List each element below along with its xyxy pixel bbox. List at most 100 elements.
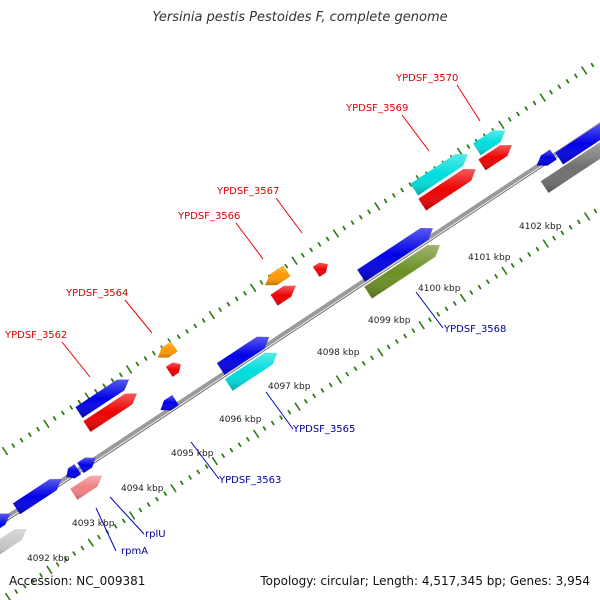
- minor-tick: [519, 257, 523, 263]
- minor-tick: [102, 383, 107, 388]
- minor-tick: [226, 301, 231, 307]
- major-tick: [460, 293, 467, 303]
- minor-tick: [94, 388, 98, 394]
- major-tick: [2, 446, 8, 456]
- minor-tick: [138, 507, 143, 513]
- minor-tick: [229, 447, 234, 453]
- minor-tick: [383, 198, 388, 204]
- minor-tick: [185, 329, 189, 334]
- minor-tick: [301, 253, 305, 258]
- gene-label[interactable]: YPDSF_3563: [218, 475, 281, 486]
- minor-tick: [392, 193, 396, 198]
- gene-ypdsf-3562-track: [75, 379, 129, 418]
- major-tick: [129, 511, 136, 520]
- scale-label: 4096 kbp: [219, 415, 262, 425]
- minor-tick: [188, 475, 192, 480]
- minor-tick: [532, 100, 537, 106]
- minor-tick: [452, 301, 457, 306]
- minor-tick: [400, 187, 404, 193]
- minor-tick: [36, 427, 40, 432]
- minor-tick: [196, 469, 201, 475]
- gene-label[interactable]: rpmA: [121, 546, 148, 557]
- feature-shade: [555, 123, 600, 165]
- minor-tick: [77, 399, 82, 405]
- minor-tick: [55, 562, 60, 567]
- minor-tick: [395, 339, 399, 344]
- minor-tick: [279, 415, 283, 420]
- minor-tick: [312, 393, 316, 399]
- gene-label[interactable]: YPDSF_3567: [216, 186, 279, 197]
- major-tick: [539, 93, 546, 102]
- minor-tick: [176, 334, 181, 340]
- minor-tick: [560, 230, 565, 235]
- leader-line: [265, 391, 294, 430]
- feature-shade: [357, 228, 433, 282]
- minor-tick: [507, 117, 512, 122]
- gene-ypdsf-3567-track: [312, 262, 328, 277]
- gene-label[interactable]: YPDSF_3570: [395, 73, 458, 84]
- feature-shade: [410, 154, 468, 196]
- gene-gray-right-track: [540, 142, 600, 193]
- minor-tick: [574, 73, 578, 79]
- gene-red-small-track: [165, 362, 181, 377]
- minor-tick: [246, 437, 250, 442]
- gene-label[interactable]: YPDSF_3565: [292, 424, 355, 435]
- minor-tick: [69, 405, 73, 410]
- major-tick: [5, 592, 11, 600]
- major-tick: [170, 484, 177, 493]
- scale-label: 4095 kbp: [171, 449, 214, 459]
- scale-labels: 4092 kbp 4093 kbp 4094 kbp 4095 kbp 4096…: [27, 222, 562, 564]
- minor-tick: [113, 524, 118, 529]
- major-tick: [46, 565, 53, 574]
- feature-shade: [66, 464, 82, 479]
- minor-tick: [350, 220, 355, 225]
- minor-tick: [535, 246, 540, 252]
- major-tick: [253, 429, 260, 439]
- gene-label[interactable]: YPDSF_3569: [345, 103, 408, 114]
- gene-ypdsf-3570b-track: [478, 145, 512, 171]
- leader-line: [235, 222, 264, 260]
- feature-shade: [75, 379, 129, 418]
- minor-tick: [270, 420, 275, 426]
- feature-shade: [224, 352, 278, 391]
- major-tick: [250, 283, 257, 293]
- gene-label[interactable]: YPDSF_3568: [443, 324, 506, 335]
- major-tick: [43, 419, 50, 428]
- gene-rplU-track: [70, 475, 103, 500]
- gene-label[interactable]: YPDSF_3566: [177, 211, 240, 222]
- minor-tick: [345, 371, 349, 377]
- gene-label[interactable]: YPDSF_3564: [65, 288, 128, 299]
- gene-label[interactable]: YPDSF_3562: [4, 330, 67, 341]
- leader-line: [61, 341, 91, 378]
- genome-summary: Topology: circular; Length: 4,517,345 bp…: [260, 574, 590, 588]
- major-tick: [377, 348, 384, 357]
- minor-tick: [527, 252, 532, 257]
- minor-tick: [557, 84, 562, 89]
- minor-tick: [193, 323, 198, 329]
- minor-tick: [221, 453, 225, 458]
- scale-label: 4097 kbp: [268, 382, 311, 392]
- minor-tick: [28, 432, 32, 437]
- gene-blue-small-track: [66, 464, 82, 479]
- feature-shade: [77, 457, 96, 473]
- gene-ypdsf-3564-track: [157, 341, 178, 358]
- minor-tick: [403, 333, 407, 339]
- feature-shade: [216, 336, 270, 375]
- minor-tick: [237, 442, 242, 448]
- gene-ypdsf-3569b-track: [418, 169, 476, 211]
- gene-blue-right-track: [555, 123, 600, 165]
- minor-tick: [411, 328, 416, 333]
- minor-tick: [408, 182, 413, 187]
- minor-tick: [325, 236, 330, 242]
- gene-features: [0, 123, 600, 555]
- minor-tick: [317, 242, 322, 247]
- minor-tick: [320, 388, 325, 393]
- scale-label: 4098 kbp: [317, 348, 360, 358]
- gene-blue-494-track: [12, 479, 62, 515]
- minor-tick: [152, 350, 156, 356]
- minor-tick: [549, 89, 553, 95]
- minor-tick: [52, 416, 57, 421]
- gene-label[interactable]: rplU: [145, 529, 166, 540]
- major-tick: [374, 202, 381, 211]
